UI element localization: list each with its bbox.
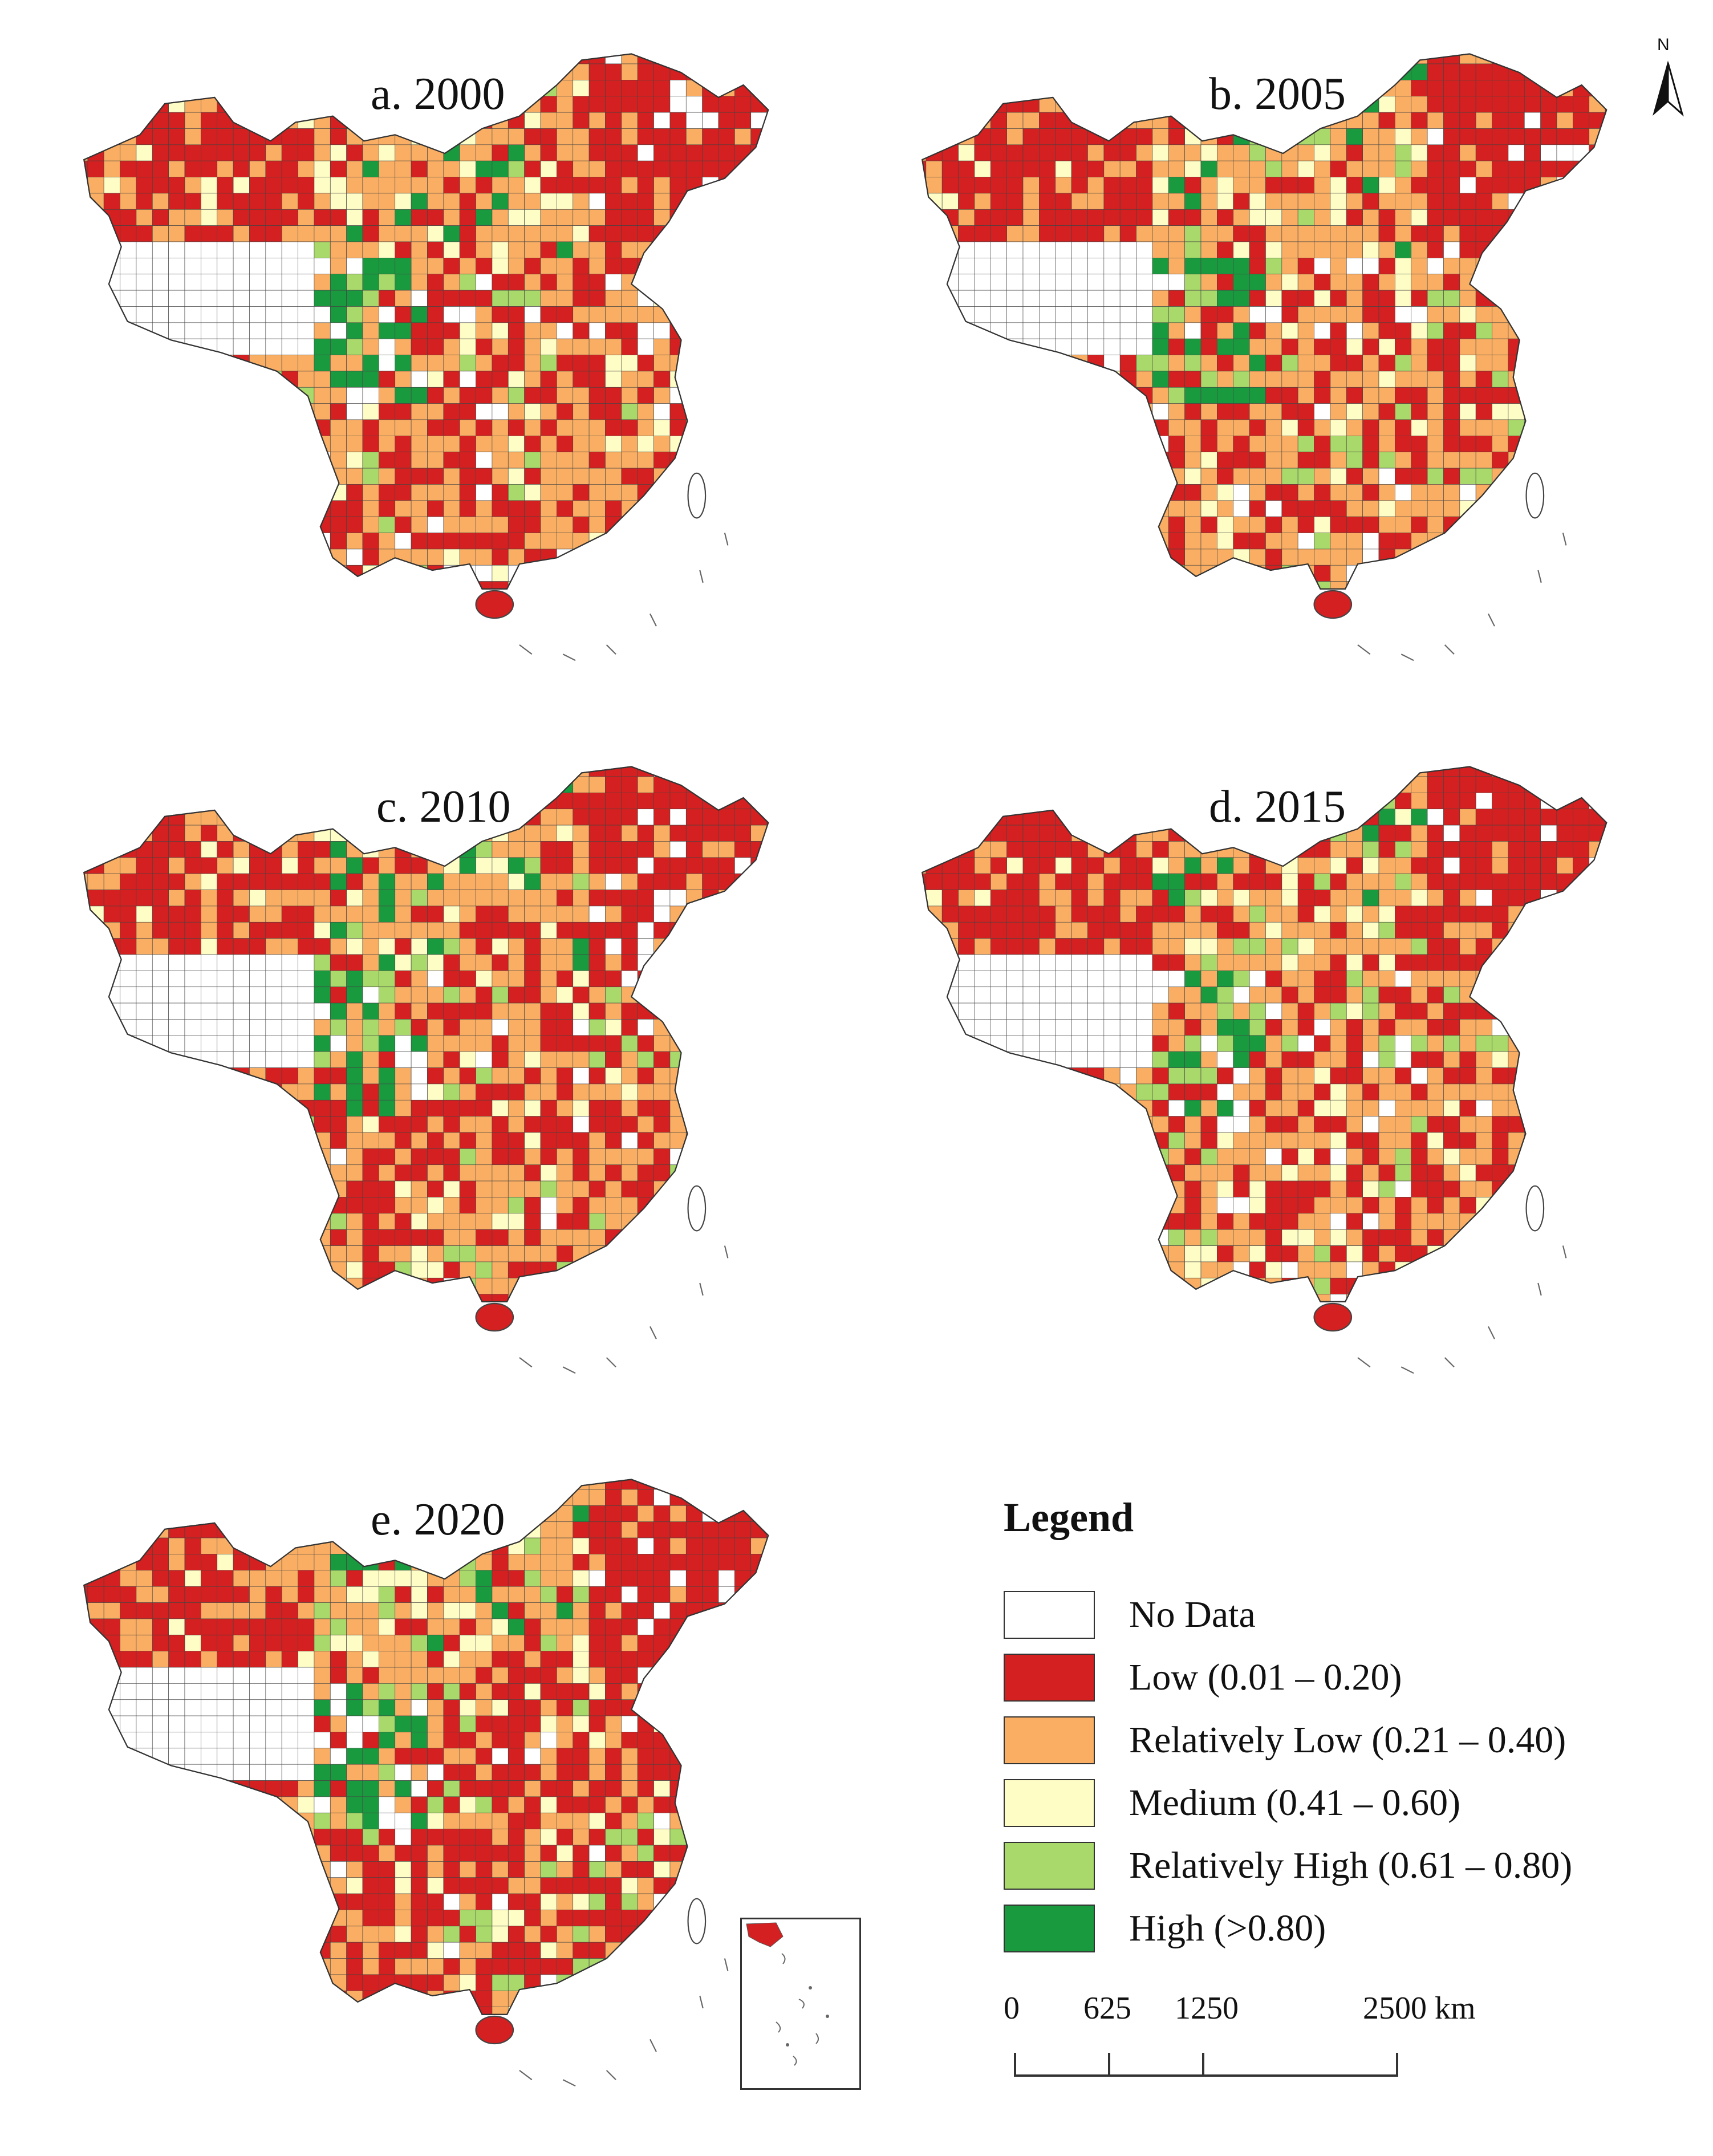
legend-item-high: High (>0.80) bbox=[1004, 1905, 1699, 1956]
legend-item-medium: Medium (0.41 – 0.60) bbox=[1004, 1779, 1699, 1830]
legend-label: Medium (0.41 – 0.60) bbox=[1129, 1782, 1461, 1824]
map-panel-2005: b. 2005 bbox=[861, 23, 1705, 707]
legend-item-no-data: No Data bbox=[1004, 1591, 1699, 1642]
scale-tick-label: 0 bbox=[1004, 1991, 1020, 2026]
scale-bar-line bbox=[1014, 2053, 1398, 2077]
china-choropleth-map bbox=[83, 53, 769, 661]
legend-swatch bbox=[1004, 1654, 1095, 1702]
legend-swatch bbox=[1004, 1716, 1095, 1764]
north-arrow-label: N bbox=[1657, 35, 1670, 54]
map-panel-2000: a. 2000 bbox=[23, 23, 867, 707]
panel-title: a. 2000 bbox=[371, 69, 505, 119]
legend-item-low: Low (0.01 – 0.20) bbox=[1004, 1654, 1699, 1705]
legend-label: High (>0.80) bbox=[1129, 1907, 1326, 1949]
legend-label: Relatively Low (0.21 – 0.40) bbox=[1129, 1719, 1566, 1761]
scale-tick-label: 625 bbox=[1083, 1991, 1131, 2026]
china-choropleth-map bbox=[83, 766, 769, 1374]
scale-tick-label: 2500 km bbox=[1363, 1991, 1476, 2026]
china-choropleth-map bbox=[83, 1479, 769, 2087]
legend-swatch bbox=[1004, 1591, 1095, 1639]
map-panel-2015: d. 2015 bbox=[861, 736, 1705, 1420]
legend-swatch bbox=[1004, 1779, 1095, 1827]
panel-title: c. 2010 bbox=[376, 782, 511, 832]
panel-title: d. 2015 bbox=[1209, 782, 1346, 832]
legend-label: Relatively High (0.61 – 0.80) bbox=[1129, 1845, 1573, 1886]
china-choropleth-map bbox=[922, 766, 1608, 1374]
legend-item-relatively-low: Relatively Low (0.21 – 0.40) bbox=[1004, 1716, 1699, 1768]
scale-tick-label: 1250 bbox=[1175, 1991, 1239, 2026]
legend-item-relatively-high: Relatively High (0.61 – 0.80) bbox=[1004, 1842, 1699, 1893]
north-arrow-icon bbox=[1653, 60, 1684, 117]
legend-swatch bbox=[1004, 1842, 1095, 1890]
legend-swatch bbox=[1004, 1905, 1095, 1952]
panel-title: b. 2005 bbox=[1209, 69, 1346, 119]
map-panel-2020: e. 2020 bbox=[23, 1448, 867, 2133]
scale-bar: 0 625 1250 2500 km bbox=[1004, 1990, 1517, 2104]
map-panel-2010: c. 2010 bbox=[23, 736, 867, 1420]
legend-label: No Data bbox=[1129, 1594, 1256, 1635]
legend-label: Low (0.01 – 0.20) bbox=[1129, 1656, 1402, 1698]
legend-title: Legend bbox=[1004, 1495, 1134, 1540]
china-choropleth-map bbox=[922, 53, 1608, 661]
south-china-sea-inset bbox=[740, 1918, 861, 2090]
legend: Legend No Data Low (0.01 – 0.20) Relativ… bbox=[1004, 1494, 1699, 1984]
inset-map bbox=[746, 1922, 829, 2066]
panel-title: e. 2020 bbox=[371, 1495, 505, 1545]
